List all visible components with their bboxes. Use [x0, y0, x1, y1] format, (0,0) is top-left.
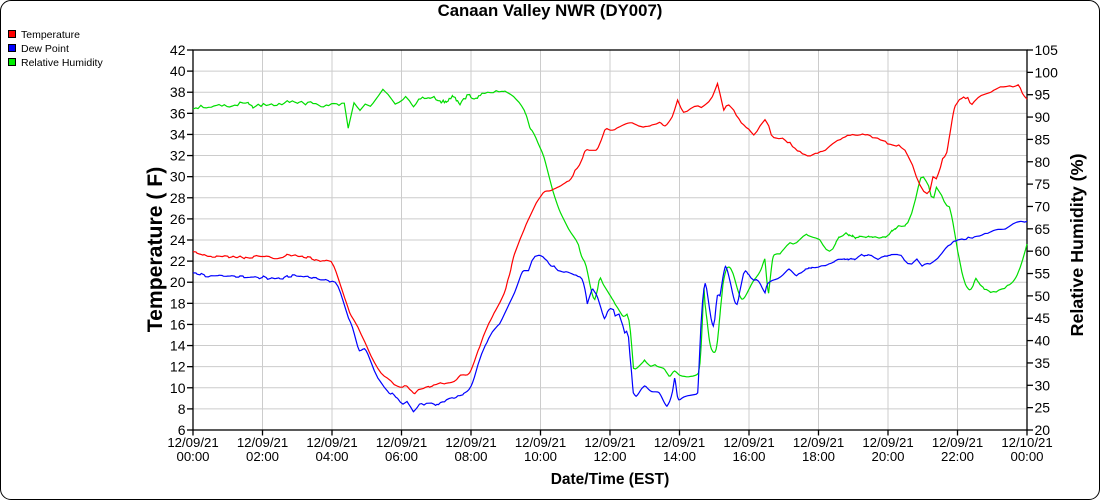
svg-text:32: 32: [170, 148, 186, 164]
svg-text:12/09/21: 12/09/21: [654, 435, 705, 450]
svg-text:06:00: 06:00: [385, 449, 418, 464]
svg-text:30: 30: [170, 169, 186, 185]
svg-text:00:00: 00:00: [1010, 449, 1043, 464]
svg-text:30: 30: [1035, 377, 1051, 393]
svg-text:20: 20: [1035, 422, 1051, 438]
svg-text:Relative Humidity (%): Relative Humidity (%): [1067, 154, 1087, 337]
svg-text:12/09/21: 12/09/21: [306, 435, 357, 450]
svg-text:26: 26: [170, 211, 186, 227]
svg-text:35: 35: [1035, 355, 1051, 371]
svg-text:14:00: 14:00: [663, 449, 696, 464]
svg-text:80: 80: [1035, 154, 1051, 170]
svg-text:12/09/21: 12/09/21: [723, 435, 774, 450]
svg-text:10: 10: [170, 380, 186, 396]
svg-text:00:00: 00:00: [176, 449, 209, 464]
svg-text:12/09/21: 12/09/21: [515, 435, 566, 450]
svg-text:6: 6: [178, 422, 186, 438]
svg-text:12/09/21: 12/09/21: [376, 435, 427, 450]
svg-text:34: 34: [170, 126, 186, 142]
svg-text:Date/Time (EST): Date/Time (EST): [551, 471, 670, 488]
svg-text:45: 45: [1035, 310, 1051, 326]
svg-text:75: 75: [1035, 176, 1051, 192]
svg-text:20: 20: [170, 274, 186, 290]
svg-text:12:00: 12:00: [593, 449, 626, 464]
svg-text:16: 16: [170, 316, 186, 332]
svg-text:12: 12: [170, 359, 186, 375]
svg-text:65: 65: [1035, 221, 1051, 237]
svg-text:70: 70: [1035, 199, 1051, 215]
svg-text:18: 18: [170, 295, 186, 311]
svg-text:12/10/21: 12/10/21: [1001, 435, 1052, 450]
svg-text:10:00: 10:00: [524, 449, 557, 464]
svg-text:85: 85: [1035, 131, 1051, 147]
svg-text:12/09/21: 12/09/21: [237, 435, 288, 450]
svg-text:04:00: 04:00: [315, 449, 348, 464]
svg-text:18:00: 18:00: [802, 449, 835, 464]
svg-text:Canaan Valley NWR (DY007): Canaan Valley NWR (DY007): [438, 1, 663, 20]
svg-text:40: 40: [170, 63, 186, 79]
svg-text:36: 36: [170, 105, 186, 121]
svg-text:Dew Point: Dew Point: [21, 43, 69, 55]
svg-text:22: 22: [170, 253, 186, 269]
svg-text:95: 95: [1035, 87, 1051, 103]
svg-text:90: 90: [1035, 109, 1051, 125]
svg-text:55: 55: [1035, 266, 1051, 282]
svg-text:22:00: 22:00: [941, 449, 974, 464]
svg-text:42: 42: [170, 42, 186, 58]
svg-text:50: 50: [1035, 288, 1051, 304]
svg-text:8: 8: [178, 401, 186, 417]
svg-text:02:00: 02:00: [246, 449, 279, 464]
svg-text:25: 25: [1035, 400, 1051, 416]
svg-text:14: 14: [170, 338, 186, 354]
svg-text:08:00: 08:00: [454, 449, 487, 464]
svg-text:100: 100: [1035, 64, 1059, 80]
svg-text:20:00: 20:00: [871, 449, 904, 464]
svg-text:Temperature ( F): Temperature ( F): [144, 167, 167, 333]
svg-text:40: 40: [1035, 333, 1051, 349]
svg-text:12/09/21: 12/09/21: [584, 435, 635, 450]
svg-text:24: 24: [170, 232, 186, 248]
svg-text:12/09/21: 12/09/21: [932, 435, 983, 450]
svg-text:105: 105: [1035, 42, 1059, 58]
svg-text:12/09/21: 12/09/21: [445, 435, 496, 450]
svg-text:12/09/21: 12/09/21: [793, 435, 844, 450]
svg-text:16:00: 16:00: [732, 449, 765, 464]
svg-text:Relative Humidity: Relative Humidity: [21, 57, 103, 69]
svg-text:28: 28: [170, 190, 186, 206]
svg-text:60: 60: [1035, 243, 1051, 259]
svg-text:12/09/21: 12/09/21: [167, 435, 218, 450]
svg-text:12/09/21: 12/09/21: [862, 435, 913, 450]
svg-text:Temperature: Temperature: [21, 29, 80, 41]
svg-text:38: 38: [170, 84, 186, 100]
